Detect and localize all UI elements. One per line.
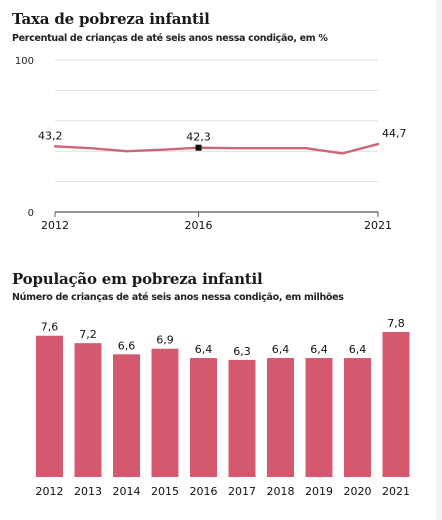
bar-value-label: 7,8 — [387, 317, 405, 330]
bar-value-label: 6,3 — [233, 345, 251, 358]
x-tick-label: 2015 — [151, 485, 179, 498]
x-tick-label: 2012 — [36, 485, 64, 498]
bar-value-label: 6,9 — [156, 334, 174, 347]
line-chart: 0 100 2012 2016 2021 43,2 42,3 44,7 — [15, 56, 407, 232]
x-tick-label: 2017 — [228, 485, 256, 498]
bar — [113, 354, 140, 477]
y-tick-label: 0 — [28, 208, 34, 219]
data-point — [53, 145, 57, 148]
y-tick-label: 100 — [15, 56, 34, 67]
bar-value-label: 6,4 — [349, 343, 367, 356]
bar-chart-subtitle: Número de crianças de até seis anos ness… — [12, 292, 344, 303]
bar-chart-title: População em pobreza infantil — [12, 270, 263, 288]
data-point — [233, 146, 236, 150]
x-tick-label: 2021 — [364, 219, 392, 232]
x-tick-label: 2019 — [305, 485, 333, 498]
bar-value-label: 6,4 — [272, 343, 290, 356]
data-point — [340, 152, 344, 155]
x-tick-label: 2018 — [267, 485, 295, 498]
data-point — [89, 146, 93, 150]
bar — [228, 359, 256, 477]
x-tick-label: 2014 — [113, 485, 141, 498]
bar — [74, 343, 102, 477]
bar-value-label: 6,4 — [195, 343, 213, 356]
bar — [151, 348, 179, 477]
bar-value-label: 7,6 — [41, 321, 59, 334]
line-chart-subtitle: Percentual de crianças de até seis anos … — [12, 33, 328, 44]
bar — [36, 335, 63, 477]
x-tick-label: 2016 — [185, 219, 213, 232]
data-label: 42,3 — [186, 131, 211, 144]
data-point — [125, 150, 128, 153]
series-line — [54, 142, 379, 155]
x-tick-label: 2012 — [41, 219, 69, 232]
bar — [190, 358, 217, 477]
data-point — [269, 146, 272, 150]
bar — [344, 358, 371, 477]
bar-chart: 7,6 2012 7,2 2013 6,6 2014 6,9 2015 6,4 2016 6,3 20… — [36, 317, 411, 498]
data-label: 43,2 — [38, 129, 63, 142]
data-point — [376, 142, 380, 146]
data-label: 44,7 — [382, 127, 407, 140]
x-tick-label: 2016 — [190, 485, 218, 498]
data-point — [305, 146, 308, 150]
bar — [382, 332, 410, 477]
data-point — [161, 148, 164, 151]
line-chart-title: Taxa de pobreza infantil — [12, 10, 210, 28]
bar — [267, 358, 294, 477]
highlight-marker — [195, 144, 202, 151]
bar-value-label: 6,6 — [118, 339, 136, 352]
bar — [305, 358, 333, 477]
x-tick-label: 2021 — [382, 485, 410, 498]
page-edge — [436, 0, 442, 520]
x-tick-label: 2013 — [74, 485, 102, 498]
x-tick-label: 2020 — [344, 485, 372, 498]
bar-value-label: 6,4 — [310, 343, 328, 356]
bar-value-label: 7,2 — [79, 328, 97, 341]
